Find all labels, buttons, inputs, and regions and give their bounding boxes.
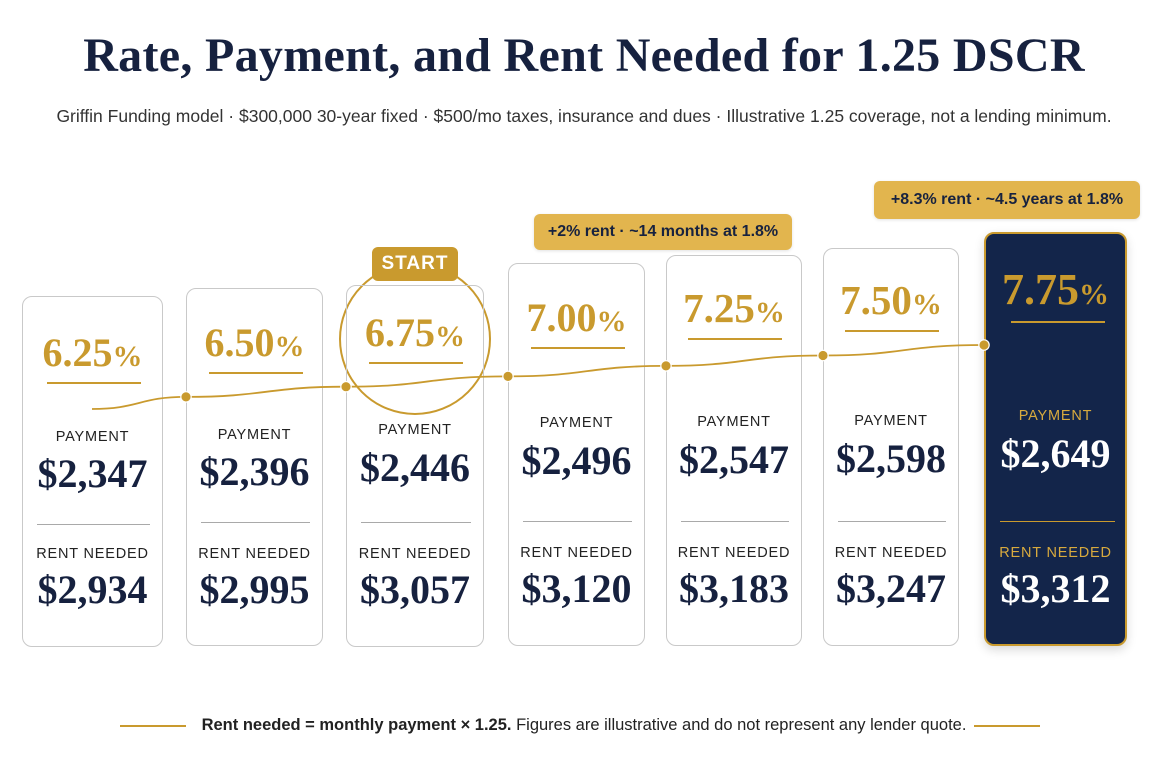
card-divider (361, 522, 471, 523)
rate-underline (845, 330, 939, 332)
payment-label: PAYMENT (1018, 408, 1093, 424)
rate-underline (46, 382, 141, 384)
rent-needed-value: $3,057 (360, 567, 470, 612)
payment-value: $2,547 (679, 437, 789, 482)
card-divider (523, 521, 632, 522)
rate-underline (688, 338, 782, 340)
page-title: Rate, Payment, and Rent Needed for 1.25 … (83, 29, 1085, 82)
footnote-rule-left (120, 725, 186, 727)
rate-percent-sign: % (911, 288, 942, 321)
footnote-formula: Rent needed = monthly payment × 1.25. (201, 716, 512, 734)
payment-value: $2,347 (37, 451, 148, 496)
interest-rate: 7.00% (509, 294, 644, 341)
interest-rate: 6.25% (23, 329, 162, 376)
rate-percent-sign: % (112, 340, 143, 373)
rate-percent-sign: % (1079, 278, 1109, 311)
interest-rate: 7.75% (986, 264, 1125, 315)
rate-card-5: 7.25% PAYMENT $2,547 RENT NEEDED $3,183 (666, 255, 802, 646)
rent-needed-label: RENT NEEDED (834, 545, 948, 561)
rent-needed-label: RENT NEEDED (999, 545, 1112, 561)
payment-value: $2,649 (1000, 431, 1111, 476)
rent-needed-label: RENT NEEDED (358, 546, 472, 562)
rate-value: 7.50 (840, 277, 912, 323)
footnote-disclaimer: Figures are illustrative and do not repr… (511, 716, 967, 734)
rent-needed-label: RENT NEEDED (520, 545, 633, 561)
payment-value: $2,396 (199, 449, 310, 494)
payment-label: PAYMENT (217, 427, 292, 443)
card-divider (37, 524, 150, 525)
start-badge: START (372, 247, 458, 281)
payment-value: $2,496 (521, 438, 632, 483)
rent-needed-label: RENT NEEDED (36, 546, 149, 562)
rent-needed-value: $3,247 (836, 566, 946, 611)
rate-value: 7.25 (683, 285, 755, 331)
callout-eight-percent-rent: +8.3% rent · ~4.5 years at 1.8% (874, 181, 1140, 219)
interest-rate: 6.75% (347, 309, 483, 356)
rent-needed-label: RENT NEEDED (198, 546, 311, 562)
rent-needed-value: $3,120 (521, 566, 632, 611)
payment-label: PAYMENT (378, 422, 452, 438)
rate-underline (369, 362, 463, 364)
callout-two-percent-rent: +2% rent · ~14 months at 1.8% (534, 214, 792, 250)
payment-label: PAYMENT (55, 429, 130, 445)
rate-card-3: 6.75% PAYMENT $2,446 RENT NEEDED $3,057 (346, 285, 484, 647)
rent-needed-label: RENT NEEDED (677, 545, 791, 561)
rate-underline (1010, 321, 1105, 323)
rate-percent-sign: % (274, 330, 305, 363)
rent-needed-value: $3,183 (679, 566, 789, 611)
rate-value: 7.00 (526, 295, 597, 340)
payment-value: $2,446 (360, 445, 470, 490)
rate-value: 7.75 (1002, 265, 1079, 314)
rate-value: 6.75 (365, 310, 435, 355)
rent-needed-value: $2,995 (199, 567, 310, 612)
rate-card-7: 7.75% PAYMENT $2,649 RENT NEEDED $3,312 (984, 232, 1127, 646)
payment-label: PAYMENT (539, 415, 614, 431)
interest-rate: 7.25% (667, 284, 801, 332)
card-divider (1000, 521, 1115, 522)
rate-card-6: 7.50% PAYMENT $2,598 RENT NEEDED $3,247 (823, 248, 959, 646)
page-subtitle: Griffin Funding model · $300,000 30-year… (56, 106, 1112, 126)
rate-percent-sign: % (754, 296, 785, 329)
card-divider (681, 521, 789, 522)
card-divider (201, 522, 310, 523)
rate-percent-sign: % (596, 305, 627, 338)
interest-rate: 7.50% (824, 276, 958, 324)
rate-underline (208, 372, 303, 374)
rate-card-2: 6.50% PAYMENT $2,396 RENT NEEDED $2,995 (186, 288, 323, 646)
payment-label: PAYMENT (854, 413, 928, 429)
interest-rate: 6.50% (187, 319, 322, 366)
rate-card-1: 6.25% PAYMENT $2,347 RENT NEEDED $2,934 (22, 296, 163, 647)
rate-value: 6.50 (204, 320, 275, 365)
footnote: Rent needed = monthly payment × 1.25. Fi… (0, 716, 1168, 735)
rate-underline (530, 347, 625, 349)
rate-card-4: 7.00% PAYMENT $2,496 RENT NEEDED $3,120 (508, 263, 645, 646)
card-divider (838, 521, 946, 522)
rent-needed-value: $3,312 (1000, 566, 1111, 611)
rate-percent-sign: % (435, 320, 465, 353)
payment-label: PAYMENT (697, 414, 771, 430)
rent-needed-value: $2,934 (37, 567, 148, 612)
footnote-rule-right (974, 725, 1040, 727)
payment-value: $2,598 (836, 436, 946, 481)
rate-value: 6.25 (42, 330, 113, 375)
